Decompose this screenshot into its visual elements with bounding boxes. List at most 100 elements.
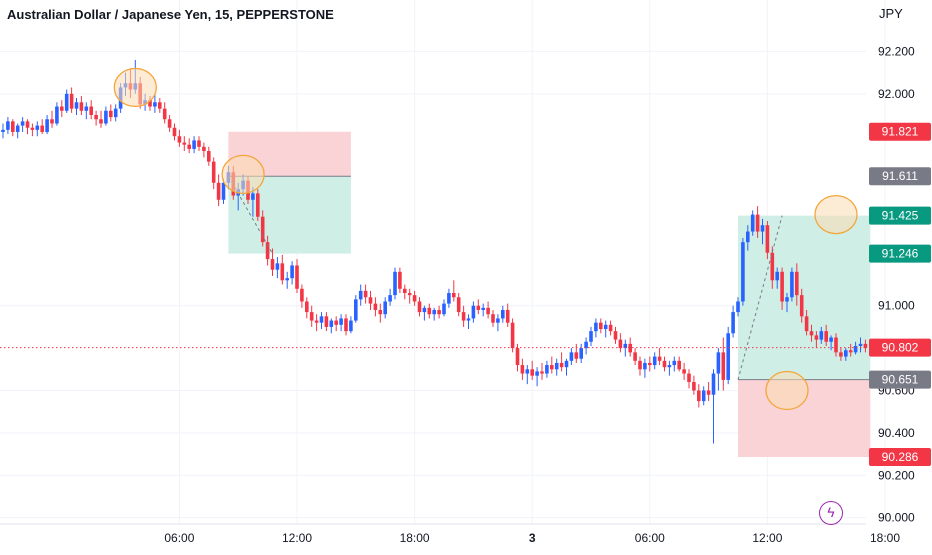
candle-down[interactable] xyxy=(60,106,64,111)
candle-down[interactable] xyxy=(265,242,270,260)
candle-up[interactable] xyxy=(672,360,677,366)
candle-up[interactable] xyxy=(667,365,672,368)
candle-down[interactable] xyxy=(848,350,853,353)
candle-down[interactable] xyxy=(25,121,30,128)
candle-up[interactable] xyxy=(603,324,608,330)
candle-up[interactable] xyxy=(6,121,10,130)
candle-up[interactable] xyxy=(1,129,5,132)
candle-down[interactable] xyxy=(211,161,216,183)
candle-up[interactable] xyxy=(844,350,848,357)
candle-down[interactable] xyxy=(613,331,618,340)
candle-up[interactable] xyxy=(358,290,363,300)
candle-up[interactable] xyxy=(525,369,530,374)
candle-up[interactable] xyxy=(741,242,745,302)
candle-down[interactable] xyxy=(207,151,211,162)
candle-down[interactable] xyxy=(11,121,15,132)
candle-down[interactable] xyxy=(692,382,696,391)
candle-down[interactable] xyxy=(476,305,481,310)
candle-up[interactable] xyxy=(819,331,824,340)
candle-up[interactable] xyxy=(393,271,397,296)
candle-down[interactable] xyxy=(182,142,187,145)
candle-down[interactable] xyxy=(437,309,441,315)
candle-up[interactable] xyxy=(569,352,574,361)
candle-down[interactable] xyxy=(804,316,809,332)
candle-down[interactable] xyxy=(452,293,456,298)
candle-down[interactable] xyxy=(94,115,98,120)
candle-down[interactable] xyxy=(721,352,726,380)
candle-down[interactable] xyxy=(706,390,711,395)
candle-up[interactable] xyxy=(153,102,157,107)
candle-down[interactable] xyxy=(398,271,402,289)
candle-up[interactable] xyxy=(442,303,446,315)
candle-down[interactable] xyxy=(417,301,422,313)
candle-down[interactable] xyxy=(305,301,309,313)
candle-down[interactable] xyxy=(167,119,172,128)
candle-down[interactable] xyxy=(559,362,564,368)
candle-down[interactable] xyxy=(863,343,868,349)
candle-down[interactable] xyxy=(158,102,162,109)
candle-down[interactable] xyxy=(530,369,534,376)
candle-down[interactable] xyxy=(79,102,84,111)
candle-up[interactable] xyxy=(829,337,833,342)
candle-up[interactable] xyxy=(15,125,20,132)
candle-up[interactable] xyxy=(221,182,226,200)
candle-up[interactable] xyxy=(481,307,485,310)
candle-up[interactable] xyxy=(329,320,334,327)
candle-down[interactable] xyxy=(427,307,432,315)
candle-down[interactable] xyxy=(89,106,93,116)
candle-down[interactable] xyxy=(682,369,686,374)
candle-up[interactable] xyxy=(579,348,583,359)
candle-up[interactable] xyxy=(746,231,750,243)
candle-up[interactable] xyxy=(192,140,196,149)
candle-down[interactable] xyxy=(608,324,613,332)
candle-up[interactable] xyxy=(113,108,118,118)
candle-up[interactable] xyxy=(354,299,358,321)
candle-up[interactable] xyxy=(55,106,59,124)
candle-down[interactable] xyxy=(765,225,770,253)
candle-down[interactable] xyxy=(309,312,314,321)
candle-down[interactable] xyxy=(50,119,54,124)
candle-up[interactable] xyxy=(726,333,730,380)
candle-up[interactable] xyxy=(701,390,706,402)
candle-up[interactable] xyxy=(853,345,858,353)
candle-down[interactable] xyxy=(491,314,495,323)
candle-down[interactable] xyxy=(461,312,466,321)
candle-up[interactable] xyxy=(858,343,863,346)
candle-up[interactable] xyxy=(275,263,280,270)
candle-down[interactable] xyxy=(486,307,490,315)
candle-down[interactable] xyxy=(515,348,520,366)
candle-up[interactable] xyxy=(319,316,324,323)
candle-down[interactable] xyxy=(172,127,177,137)
candle-up[interactable] xyxy=(589,331,593,342)
candle-up[interactable] xyxy=(736,301,740,313)
candle-down[interactable] xyxy=(30,127,35,130)
flash-icon[interactable]: ϟ xyxy=(819,501,843,525)
candle-up[interactable] xyxy=(422,307,427,313)
candle-down[interactable] xyxy=(40,125,44,132)
candle-down[interactable] xyxy=(270,259,275,270)
candle-up[interactable] xyxy=(731,312,735,334)
candle-up[interactable] xyxy=(290,265,294,279)
candle-down[interactable] xyxy=(368,297,373,304)
candle-down[interactable] xyxy=(550,365,554,370)
candle-down[interactable] xyxy=(799,295,804,317)
candle-down[interactable] xyxy=(574,352,579,359)
candle-down[interactable] xyxy=(197,140,201,147)
candle-down[interactable] xyxy=(314,320,319,323)
candle-down[interactable] xyxy=(256,193,260,217)
candle-down[interactable] xyxy=(520,365,525,374)
candle-down[interactable] xyxy=(638,360,642,370)
candle-down[interactable] xyxy=(633,352,637,361)
candle-down[interactable] xyxy=(403,288,407,294)
candle-up[interactable] xyxy=(750,214,755,232)
candle-down[interactable] xyxy=(412,295,417,302)
candle-down[interactable] xyxy=(109,110,113,118)
candle-down[interactable] xyxy=(687,373,691,383)
candle-down[interactable] xyxy=(148,100,152,107)
candle-up[interactable] xyxy=(104,110,108,124)
candle-up[interactable] xyxy=(64,93,69,111)
candle-up[interactable] xyxy=(501,309,505,319)
candle-down[interactable] xyxy=(795,271,799,296)
candle-up[interactable] xyxy=(554,362,559,370)
